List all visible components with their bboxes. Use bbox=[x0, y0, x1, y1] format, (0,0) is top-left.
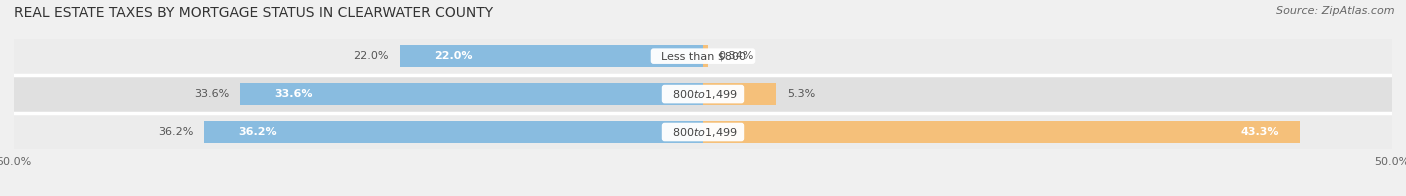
Text: 5.3%: 5.3% bbox=[787, 89, 815, 99]
Bar bbox=[14, 39, 1392, 74]
Text: Less than $800: Less than $800 bbox=[654, 51, 752, 61]
Text: 22.0%: 22.0% bbox=[353, 51, 389, 61]
Bar bbox=[14, 77, 1392, 112]
Text: 43.3%: 43.3% bbox=[1240, 127, 1279, 137]
Bar bbox=[14, 115, 1392, 150]
Bar bbox=[703, 83, 776, 105]
Text: $800 to $1,499: $800 to $1,499 bbox=[665, 125, 741, 139]
Bar bbox=[399, 45, 703, 67]
Bar bbox=[703, 45, 707, 67]
Text: 36.2%: 36.2% bbox=[157, 127, 193, 137]
Text: $800 to $1,499: $800 to $1,499 bbox=[665, 88, 741, 101]
Text: 33.6%: 33.6% bbox=[194, 89, 229, 99]
Bar bbox=[703, 121, 1299, 143]
Text: 22.0%: 22.0% bbox=[434, 51, 472, 61]
Bar bbox=[240, 83, 703, 105]
Bar bbox=[204, 121, 703, 143]
Text: 36.2%: 36.2% bbox=[239, 127, 277, 137]
Text: REAL ESTATE TAXES BY MORTGAGE STATUS IN CLEARWATER COUNTY: REAL ESTATE TAXES BY MORTGAGE STATUS IN … bbox=[14, 6, 494, 20]
Text: Source: ZipAtlas.com: Source: ZipAtlas.com bbox=[1277, 6, 1395, 16]
Text: 0.34%: 0.34% bbox=[718, 51, 754, 61]
Text: 33.6%: 33.6% bbox=[274, 89, 314, 99]
